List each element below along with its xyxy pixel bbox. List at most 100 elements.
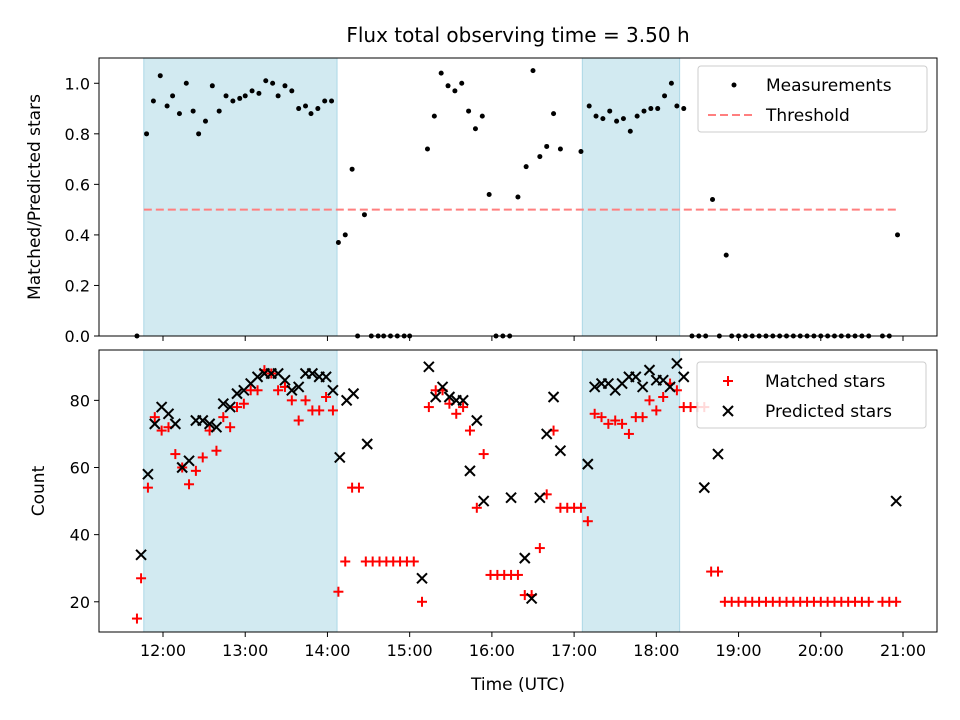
predicted-star-point (142, 468, 154, 480)
y-tick-label: 80 (70, 391, 90, 410)
measurement-point (895, 232, 901, 238)
measurement-point (438, 70, 444, 76)
matched-star-point (713, 566, 723, 577)
measurement-point (479, 113, 485, 119)
predicted-star-point (443, 391, 456, 403)
predicted-star-point (162, 408, 175, 420)
predicted-star-point (334, 451, 346, 464)
predicted-star-point (519, 552, 531, 564)
matched-star-point (534, 543, 545, 554)
measurement-point (431, 113, 437, 119)
measurement-point (607, 108, 613, 114)
predicted-star-point (582, 458, 594, 470)
measurement-point (551, 111, 557, 117)
measurement-point (308, 111, 314, 117)
legend-label: Matched stars (765, 372, 885, 392)
legend-box (697, 65, 928, 133)
predicted-star-point (361, 438, 373, 450)
x-tick-label: 12:00 (140, 641, 186, 660)
matched-star-point (423, 402, 434, 413)
predicted-star-point (197, 414, 209, 427)
predicted-star-point (671, 357, 683, 370)
y-tick-label: 20 (70, 593, 90, 612)
predicted-star-point (251, 371, 264, 383)
predicted-star-point (217, 398, 230, 410)
measurement-point (627, 128, 633, 134)
measurement-point (342, 232, 348, 238)
measurement-point (270, 80, 276, 86)
x-tick-label: 13:00 (222, 641, 268, 660)
bottom-axes-frame (98, 349, 938, 633)
matched-star-point (190, 465, 201, 476)
matched-star-point (136, 573, 147, 584)
x-tick-label: 15:00 (387, 641, 433, 660)
measurement-point (634, 113, 640, 119)
predicted-star-point (224, 401, 236, 413)
measurement-point (150, 98, 156, 104)
predicted-star-point (588, 381, 601, 393)
panel-top: 0.0 0.2 0.4 0.6 0.8 1.0 Matched/Predicted sta… (25, 57, 938, 346)
matched-star-point (232, 402, 242, 413)
measurement-point (176, 111, 182, 117)
predicted-star-point (890, 495, 902, 507)
matched-star-point (617, 418, 628, 429)
measurement-point (466, 108, 472, 114)
measurement-point (183, 80, 189, 86)
x-tick-label: 16:00 (469, 641, 515, 660)
x-tick-label: 17:00 (551, 641, 597, 660)
predicted-star-point (630, 371, 642, 383)
measurement-point (242, 93, 248, 99)
measurement-point (544, 143, 550, 149)
measurement-point (157, 73, 163, 79)
y-tick-label: 0.4 (65, 226, 90, 245)
matched-star-point (184, 479, 195, 490)
matched-star-point (891, 596, 902, 607)
measurement-point (723, 252, 729, 258)
matched-star-point (603, 418, 614, 429)
predicted-star-point (471, 414, 483, 427)
x-tick-label: 19:00 (716, 641, 762, 660)
measurement-point (263, 78, 269, 84)
matched-star-point (623, 428, 634, 439)
measurement-point (289, 88, 295, 94)
y-tick-label: 0.8 (65, 125, 90, 144)
matched-star-point (131, 613, 142, 624)
measurement-point (237, 95, 243, 101)
predicted-star-point (698, 481, 711, 494)
measurement-point (249, 88, 255, 94)
matched-star-point (314, 405, 325, 416)
predicted-star-point (347, 387, 360, 400)
measurement-point (459, 80, 465, 86)
matched-star-point (458, 402, 469, 413)
measurement-point (586, 103, 592, 109)
measurement-point (164, 103, 170, 109)
measurement-point (190, 108, 196, 114)
measurement-point (230, 98, 236, 104)
predicted-star-point (643, 364, 656, 376)
matched-star-point (589, 408, 600, 419)
predicted-star-point (292, 381, 305, 393)
x-tick-label: 20:00 (798, 641, 844, 660)
measurement-point (620, 116, 626, 122)
matched-star-point (340, 556, 351, 567)
matched-star-point (408, 556, 419, 567)
matched-star-point (610, 415, 621, 426)
predicted-star-point (423, 361, 435, 373)
measurement-point (578, 149, 584, 155)
measurement-point (668, 80, 674, 86)
measurement-point (662, 93, 668, 99)
legend-box (696, 361, 927, 429)
predicted-star-point (436, 381, 449, 393)
matched-star-point (252, 385, 263, 396)
measurement-point (445, 83, 451, 89)
top-axes-frame (98, 57, 938, 337)
measurement-point (515, 194, 521, 200)
predicted-star-point (210, 421, 223, 433)
predicted-star-point (477, 495, 490, 507)
legend-label: Measurements (766, 76, 892, 96)
predicted-star-point (636, 381, 649, 393)
matched-star-point (451, 408, 462, 419)
matched-star-point (300, 395, 311, 406)
